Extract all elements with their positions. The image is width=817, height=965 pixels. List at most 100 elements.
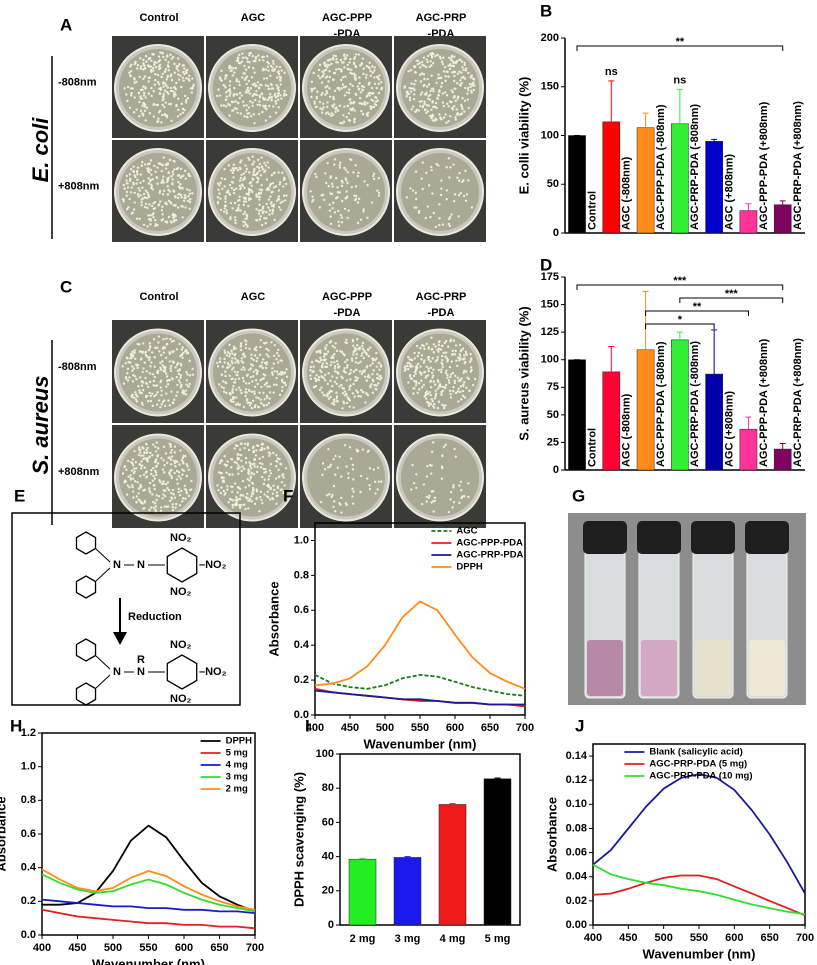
colony [256, 382, 259, 386]
colony [271, 87, 275, 90]
colony [137, 453, 140, 457]
colony [425, 475, 429, 478]
line-series [41, 908, 256, 930]
colony [470, 83, 474, 87]
colony [465, 353, 468, 356]
colony [320, 194, 323, 197]
colony [428, 494, 431, 498]
colony [123, 465, 126, 469]
colony [442, 56, 445, 59]
colony [163, 464, 166, 467]
colony [424, 216, 427, 220]
colony [169, 443, 172, 447]
colony [360, 372, 364, 376]
colony [258, 203, 261, 206]
colony [355, 338, 359, 341]
colony [431, 500, 435, 503]
colony [216, 182, 220, 185]
colony [338, 455, 341, 459]
colony [150, 472, 153, 476]
colony [240, 60, 244, 63]
colony [249, 367, 253, 370]
colony [154, 393, 158, 396]
colony [366, 216, 369, 219]
colony [264, 84, 268, 87]
colony [280, 359, 284, 362]
petri-dish-photo [206, 36, 298, 138]
colony [436, 407, 440, 410]
colony [129, 357, 132, 360]
colony [248, 181, 251, 185]
colony [249, 401, 253, 405]
colony [219, 491, 222, 495]
colony [461, 394, 465, 398]
colony [351, 84, 354, 88]
colony [260, 223, 264, 227]
colony [135, 80, 138, 83]
colony [353, 120, 356, 124]
colony [423, 395, 426, 398]
colony [148, 489, 151, 493]
colony [153, 460, 157, 464]
y-tick-label: 0.4 [21, 862, 37, 874]
colony [426, 77, 429, 81]
colony [253, 458, 257, 461]
colony [244, 346, 248, 350]
colony [246, 225, 249, 228]
y-tick-label: 100 [541, 129, 559, 141]
colony [328, 87, 331, 90]
colony [371, 359, 375, 362]
colony [235, 503, 238, 507]
x-tick-label: AGC-PPP-PDA (-808nm) [655, 341, 667, 467]
colony [187, 77, 190, 81]
colony [142, 68, 145, 71]
colony [162, 156, 165, 159]
colony [277, 205, 281, 209]
colony [330, 495, 333, 499]
colony [452, 500, 456, 504]
colony [355, 348, 358, 351]
colony [240, 459, 243, 462]
colony [244, 456, 248, 460]
colony [173, 445, 177, 448]
colony [278, 181, 282, 184]
colony [325, 343, 328, 347]
colony [158, 191, 161, 195]
colony [319, 351, 322, 354]
colony [156, 182, 159, 185]
colony [345, 366, 349, 369]
colony [156, 103, 160, 107]
colony [158, 350, 161, 353]
colony [362, 102, 365, 105]
colony [427, 358, 430, 361]
colony [140, 384, 144, 387]
colony [159, 162, 162, 166]
column-header: AGC [241, 12, 266, 24]
colony [269, 452, 272, 455]
colony [132, 169, 135, 173]
bar [671, 123, 689, 234]
colony [136, 173, 139, 176]
x-tick-label: AGC-PPP-PDA (-808nm) [655, 104, 667, 230]
colony [473, 84, 476, 87]
colony [279, 83, 282, 86]
colony [283, 199, 287, 202]
colony [444, 404, 447, 407]
colony [335, 395, 339, 398]
colony [275, 502, 278, 506]
colony [459, 379, 462, 382]
colony [434, 383, 437, 386]
colony [122, 183, 125, 187]
colony [185, 383, 188, 386]
colony [461, 389, 465, 393]
colony [261, 207, 265, 210]
colony [226, 362, 230, 365]
colony [461, 97, 464, 100]
colony [186, 199, 190, 203]
colony [335, 397, 338, 400]
colony [137, 487, 141, 490]
colony [226, 485, 229, 488]
colony [138, 389, 141, 392]
colony [447, 75, 450, 78]
colony [229, 485, 233, 488]
